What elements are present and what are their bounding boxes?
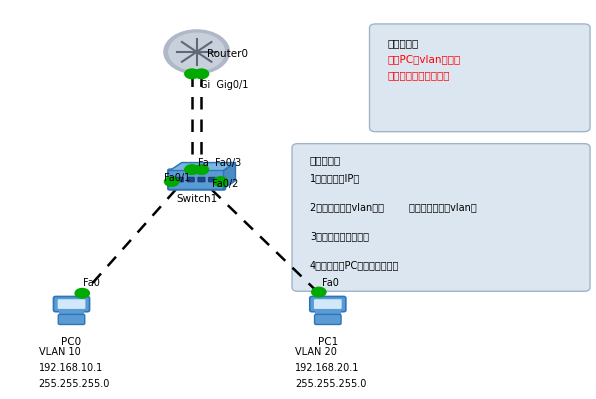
Text: 255.255.255.0: 255.255.255.0	[295, 379, 367, 389]
FancyBboxPatch shape	[187, 177, 194, 182]
Text: Gi  Gig0/1: Gi Gig0/1	[200, 80, 248, 90]
Polygon shape	[170, 163, 235, 171]
Circle shape	[194, 69, 209, 79]
FancyBboxPatch shape	[176, 177, 184, 182]
Text: 255.255.255.0: 255.255.255.0	[39, 379, 110, 389]
Circle shape	[185, 165, 199, 174]
Circle shape	[185, 69, 199, 79]
FancyBboxPatch shape	[58, 314, 85, 324]
FancyBboxPatch shape	[58, 299, 85, 309]
Text: 1、配置终端IP；: 1、配置终端IP；	[310, 174, 360, 184]
FancyBboxPatch shape	[314, 299, 342, 309]
Text: Fa  Fa0/3: Fa Fa0/3	[198, 158, 242, 168]
Circle shape	[312, 287, 326, 297]
Text: 实验要求：: 实验要求：	[387, 38, 418, 48]
Circle shape	[169, 33, 225, 71]
Text: 两台PC机vlan不相同: 两台PC机vlan不相同	[387, 54, 461, 64]
Circle shape	[194, 165, 209, 174]
Circle shape	[75, 288, 89, 298]
Text: 192.168.20.1: 192.168.20.1	[295, 363, 359, 373]
FancyBboxPatch shape	[209, 177, 216, 182]
FancyBboxPatch shape	[370, 24, 590, 132]
Text: Fa0: Fa0	[322, 278, 339, 288]
FancyBboxPatch shape	[198, 177, 205, 182]
Text: Fa0/1: Fa0/1	[164, 172, 190, 183]
Text: Switch1: Switch1	[176, 194, 218, 203]
FancyBboxPatch shape	[310, 296, 346, 312]
Text: 192.168.10.1: 192.168.10.1	[39, 363, 103, 373]
Text: 3、配置路由器网关；: 3、配置路由器网关；	[310, 231, 369, 241]
Polygon shape	[224, 163, 235, 188]
Text: 2、交换机创建vlan，把        对应的端口加入vlan；: 2、交换机创建vlan，把 对应的端口加入vlan；	[310, 202, 477, 212]
Circle shape	[164, 30, 229, 74]
Text: VLAN 20: VLAN 20	[295, 347, 337, 357]
Text: PC1: PC1	[318, 337, 338, 347]
Text: Fa0: Fa0	[83, 278, 100, 288]
Circle shape	[213, 177, 228, 186]
Text: 实验步骤：: 实验步骤：	[310, 156, 341, 166]
Circle shape	[164, 177, 179, 186]
Text: 网关不相同，要求互通: 网关不相同，要求互通	[387, 70, 450, 80]
FancyBboxPatch shape	[168, 169, 225, 190]
Text: Fa0/2: Fa0/2	[212, 178, 238, 189]
FancyBboxPatch shape	[292, 144, 590, 291]
FancyBboxPatch shape	[315, 314, 341, 324]
Text: 4、验证两台PC机之间的互通。: 4、验证两台PC机之间的互通。	[310, 260, 399, 270]
Text: Router0: Router0	[207, 49, 249, 59]
Text: PC0: PC0	[61, 337, 82, 347]
Text: VLAN 10: VLAN 10	[39, 347, 80, 357]
FancyBboxPatch shape	[54, 296, 89, 312]
